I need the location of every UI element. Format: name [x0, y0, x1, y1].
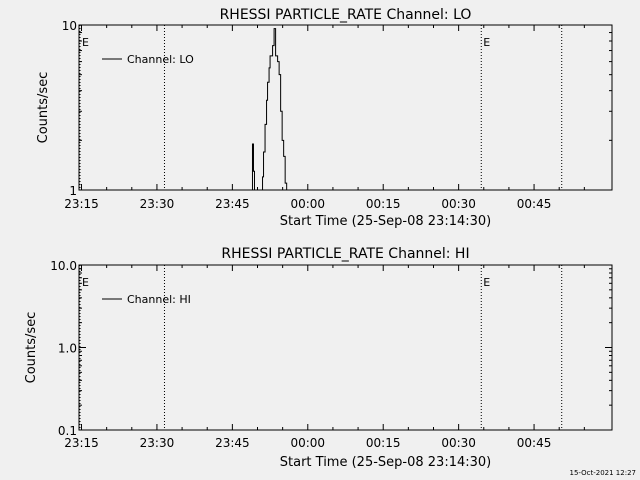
- x-tick-label: 00:30: [441, 197, 476, 211]
- x-tick-label: 00:45: [517, 436, 552, 450]
- x-tick-label: 00:00: [290, 197, 325, 211]
- x-tick-label: 00:15: [366, 436, 401, 450]
- x-tick-label: 23:45: [215, 197, 250, 211]
- x-axis-label: Start Time (25-Sep-08 23:14:30): [280, 455, 491, 470]
- x-tick-label: 23:30: [140, 197, 175, 211]
- chart-title: RHESSI PARTICLE_RATE Channel: HI: [221, 246, 469, 262]
- y-axis-label: Counts/sec: [36, 72, 51, 144]
- x-tick-label: 00:15: [366, 197, 401, 211]
- x-tick-label: 23:15: [64, 436, 99, 450]
- event-marker-label: E: [82, 36, 89, 49]
- x-tick-label: 23:30: [140, 436, 175, 450]
- event-marker-label: E: [483, 276, 490, 289]
- y-tick-label: 10: [62, 19, 77, 33]
- x-tick-label: 23:15: [64, 197, 99, 211]
- x-tick-label: 00:45: [517, 197, 552, 211]
- x-axis-label: Start Time (25-Sep-08 23:14:30): [280, 214, 491, 229]
- y-tick-label: 1: [69, 184, 77, 198]
- x-tick-label: 00:30: [441, 436, 476, 450]
- event-marker-label: E: [82, 276, 89, 289]
- chart-title: RHESSI PARTICLE_RATE Channel: LO: [220, 7, 472, 23]
- x-tick-label: 23:45: [215, 436, 250, 450]
- x-tick-label: 00:00: [290, 436, 325, 450]
- y-tick-label: 10.0: [50, 259, 77, 273]
- y-tick-label: 0.1: [58, 424, 77, 438]
- y-axis-label: Counts/sec: [24, 312, 39, 384]
- plot-frame: [78, 24, 613, 191]
- footer-timestamp: 15-Oct-2021 12:27: [570, 469, 636, 477]
- plot-frame: [78, 264, 613, 431]
- event-marker-label: E: [483, 36, 490, 49]
- legend-label: Channel: HI: [127, 293, 191, 306]
- legend-label: Channel: LO: [127, 53, 194, 66]
- series-line: [249, 28, 289, 191]
- y-tick-label: 1.0: [58, 342, 77, 356]
